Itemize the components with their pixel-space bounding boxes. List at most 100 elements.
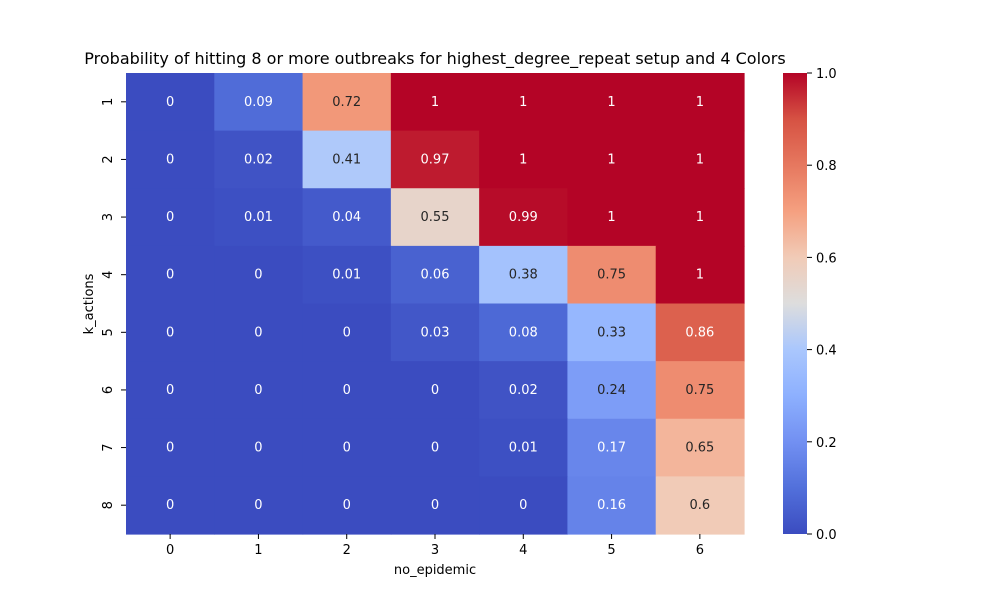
colorbar-tick-label: 0.4 xyxy=(816,344,837,359)
heatmap-cell xyxy=(302,476,392,535)
heatmap-cell xyxy=(655,361,745,420)
heatmap-cell xyxy=(390,130,480,189)
cell-value-label: 0.65 xyxy=(685,441,714,456)
heatmap-cell xyxy=(214,418,304,477)
cell-value-label: 0.41 xyxy=(332,152,361,167)
cell-value-label: 0 xyxy=(166,383,174,398)
cell-value-label: 0.97 xyxy=(421,152,450,167)
x-tick-label: 4 xyxy=(519,543,527,558)
y-tick-label: 2 xyxy=(101,155,116,163)
cell-value-label: 0.03 xyxy=(421,325,450,340)
cell-value-label: 0.75 xyxy=(597,268,626,283)
y-axis-label: k_actions xyxy=(82,273,97,334)
heatmap-cell xyxy=(390,418,480,477)
heatmap-cell xyxy=(567,303,657,362)
cell-value-label: 1 xyxy=(696,152,704,167)
heatmap-cell xyxy=(390,73,480,132)
heatmap-cell xyxy=(126,73,215,132)
heatmap-cell xyxy=(126,188,215,247)
x-axis: 0 1 2 3 4 5 6 xyxy=(166,534,704,558)
heatmap-cell xyxy=(214,73,304,132)
cell-value-label: 0.01 xyxy=(244,210,273,225)
cell-value-label: 0 xyxy=(166,95,174,110)
heatmap-cell xyxy=(567,361,657,420)
cell-value-label: 1 xyxy=(607,152,615,167)
cell-value-label: 0 xyxy=(166,152,174,167)
heatmap-cell xyxy=(214,245,304,305)
heatmap-cell xyxy=(655,73,745,132)
heatmap-cell xyxy=(655,303,745,362)
heatmap-cell xyxy=(390,188,480,247)
colorbar-tick-label: 1.0 xyxy=(816,67,837,82)
x-tick-label: 6 xyxy=(696,543,704,558)
cell-value-label: 0 xyxy=(166,210,174,225)
heatmap-cell xyxy=(479,245,569,305)
heatmap-cell xyxy=(479,476,569,535)
cell-value-label: 0.16 xyxy=(597,498,626,513)
x-tick-label: 0 xyxy=(166,543,174,558)
cell-value-label: 0 xyxy=(254,498,262,513)
heatmap-cell xyxy=(390,245,480,305)
y-tick-label: 3 xyxy=(101,213,116,221)
cell-value-label: 1 xyxy=(607,95,615,110)
cell-value-label: 1 xyxy=(696,210,704,225)
y-axis: 1 2 3 4 5 6 7 8 xyxy=(101,98,126,509)
heatmap-cell xyxy=(567,418,657,477)
cell-value-label: 0 xyxy=(519,498,527,513)
heatmap-cell xyxy=(214,130,304,189)
heatmap-cell xyxy=(655,245,745,305)
cell-value-label: 1 xyxy=(519,95,527,110)
y-tick-label: 6 xyxy=(101,386,116,394)
x-tick-label: 5 xyxy=(607,543,615,558)
heatmap-cells: 0 0.09 0.72 1 1 1 1 0 0.02 0.41 0.97 1 1 1 0 0.01 0.04 0.… xyxy=(126,73,745,535)
cell-value-label: 0.17 xyxy=(597,441,626,456)
heatmap-cell xyxy=(567,130,657,189)
heatmap-cell xyxy=(567,73,657,132)
heatmap-cell xyxy=(302,418,392,477)
x-tick-label: 1 xyxy=(254,543,262,558)
cell-value-label: 0.38 xyxy=(509,268,538,283)
heatmap-cell xyxy=(479,303,569,362)
cell-value-label: 0 xyxy=(254,383,262,398)
heatmap-cell xyxy=(302,73,392,132)
cell-value-label: 0.72 xyxy=(332,95,361,110)
cell-value-label: 0.99 xyxy=(509,210,538,225)
cell-value-label: 1 xyxy=(431,95,439,110)
heatmap-cell xyxy=(302,245,392,305)
cell-value-label: 0.6 xyxy=(690,498,711,513)
heatmap-cell xyxy=(302,303,392,362)
cell-value-label: 0 xyxy=(431,498,439,513)
cell-value-label: 1 xyxy=(696,95,704,110)
heatmap-cell xyxy=(479,361,569,420)
cell-value-label: 0.01 xyxy=(509,441,538,456)
heatmap-cell xyxy=(214,476,304,535)
heatmap-cell xyxy=(655,476,745,535)
heatmap-cell xyxy=(302,361,392,420)
heatmap-cell xyxy=(567,245,657,305)
cell-value-label: 0 xyxy=(343,325,351,340)
heatmap-cell xyxy=(567,476,657,535)
heatmap-cell xyxy=(302,130,392,189)
cell-value-label: 0 xyxy=(166,498,174,513)
cell-value-label: 0 xyxy=(166,268,174,283)
heatmap-cell xyxy=(479,188,569,247)
cell-value-label: 0 xyxy=(254,441,262,456)
heatmap-cell xyxy=(479,73,569,132)
heatmap-cell xyxy=(214,303,304,362)
cell-value-label: 1 xyxy=(607,210,615,225)
heatmap-cell xyxy=(390,476,480,535)
cell-value-label: 1 xyxy=(519,152,527,167)
heatmap-cell xyxy=(302,188,392,247)
heatmap-cell xyxy=(126,418,215,477)
cell-value-label: 0 xyxy=(166,325,174,340)
y-tick-label: 8 xyxy=(101,501,116,509)
heatmap-cell xyxy=(479,418,569,477)
colorbar-tick-label: 0.0 xyxy=(816,528,837,543)
heatmap-cell xyxy=(126,245,215,305)
cell-value-label: 0 xyxy=(343,498,351,513)
cell-value-label: 0 xyxy=(343,441,351,456)
x-tick-label: 2 xyxy=(343,543,351,558)
colorbar-tick-label: 0.2 xyxy=(816,436,837,451)
